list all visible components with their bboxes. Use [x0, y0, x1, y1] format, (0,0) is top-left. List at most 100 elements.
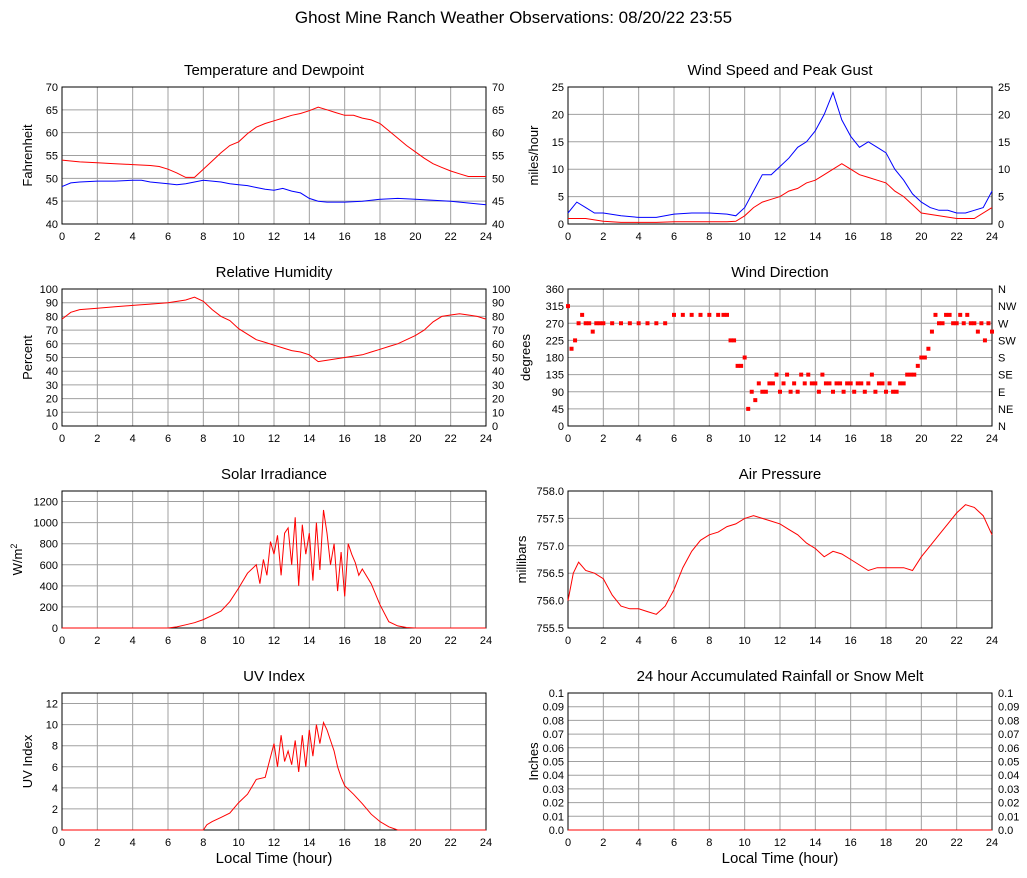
x-tick-label: 22	[445, 231, 457, 243]
x-tick-label: 16	[845, 433, 857, 445]
data-point	[590, 329, 595, 334]
x-tick-label: 20	[409, 837, 421, 849]
y-tick-label: 50	[46, 173, 58, 185]
x-tick-label: 0	[59, 433, 65, 445]
x-tick-label: 12	[268, 837, 280, 849]
y-tick-label: 315	[546, 301, 564, 313]
x-tick-label: 14	[303, 837, 315, 849]
data-point	[742, 355, 747, 360]
series-line-red	[62, 509, 486, 629]
y-tick-label: 0.01	[543, 811, 564, 823]
y-tick-label: 0.07	[543, 729, 564, 741]
x-tick-label: 16	[339, 231, 351, 243]
data-point	[972, 321, 977, 326]
y-tick-label: 100	[40, 284, 58, 296]
y-tick-label: 200	[40, 602, 58, 614]
y-tick-label: 0.1	[549, 688, 564, 700]
x-tick-label: 0	[59, 635, 65, 647]
x-tick-label: 2	[600, 231, 606, 243]
right-tick-label: 0.07	[998, 729, 1019, 741]
data-point	[965, 312, 970, 317]
data-point	[831, 389, 835, 394]
x-tick-label: 18	[880, 433, 892, 445]
data-point	[760, 389, 765, 394]
right-tick-label: 40	[492, 219, 504, 231]
x-tick-label: 16	[845, 837, 857, 849]
data-point	[816, 389, 821, 394]
y-tick-label: 25	[552, 82, 564, 94]
data-point	[823, 381, 828, 386]
x-tick-label: 18	[880, 231, 892, 243]
data-point	[749, 389, 754, 394]
x-tick-label: 22	[951, 433, 963, 445]
x-tick-label: 16	[339, 837, 351, 849]
x-tick-label: 2	[600, 837, 606, 849]
y-tick-label: 4	[52, 783, 58, 795]
y-axis-label: W/m2	[9, 544, 25, 576]
series-line-red	[568, 163, 993, 223]
x-tick-label: 0	[59, 837, 65, 849]
x-tick-label: 20	[915, 837, 927, 849]
x-tick-label: 20	[409, 635, 421, 647]
y-tick-label: 0	[558, 421, 564, 433]
data-point	[735, 363, 740, 368]
plot-frame	[61, 288, 487, 427]
data-point	[767, 381, 772, 386]
right-tick-label: S	[998, 353, 1005, 365]
right-tick-label: W	[998, 318, 1009, 330]
x-tick-label: 24	[986, 635, 998, 647]
right-tick-label: 65	[492, 105, 504, 117]
data-point	[834, 381, 839, 386]
x-tick-label: 6	[165, 433, 171, 445]
y-axis-label: miles/hour	[526, 125, 541, 186]
data-point	[785, 372, 790, 377]
data-point	[876, 381, 881, 386]
right-tick-label: E	[998, 387, 1005, 399]
x-tick-label: 6	[671, 635, 677, 647]
x-tick-label: 22	[951, 837, 963, 849]
x-tick-label: 24	[480, 837, 492, 849]
x-tick-label: 4	[636, 837, 642, 849]
right-tick-label: NE	[998, 404, 1013, 416]
y-tick-label: 225	[546, 335, 564, 347]
right-tick-label: 0.1	[998, 688, 1013, 700]
y-tick-label: 12	[46, 699, 58, 711]
y-tick-label: 0.04	[543, 770, 564, 782]
x-tick-label: 8	[200, 635, 206, 647]
right-tick-label: 0.03	[998, 784, 1019, 796]
x-tick-label: 18	[374, 837, 386, 849]
data-point	[672, 312, 676, 317]
x-tick-label: 14	[809, 433, 821, 445]
x-tick-label: 18	[880, 837, 892, 849]
y-tick-label: 755.5	[536, 623, 564, 635]
right-tick-label: N	[998, 284, 1006, 296]
x-tick-label: 18	[880, 635, 892, 647]
y-tick-label: 757.0	[536, 541, 564, 553]
y-tick-label: 180	[546, 353, 564, 365]
data-point	[944, 312, 949, 317]
data-point	[820, 372, 825, 377]
data-point	[951, 321, 956, 326]
y-tick-label: 0.05	[543, 757, 564, 769]
x-tick-label: 22	[951, 231, 963, 243]
data-point	[795, 389, 800, 394]
x-tick-label: 6	[671, 433, 677, 445]
x-tick-label: 0	[565, 837, 571, 849]
y-axis-label: UV Index	[20, 734, 35, 788]
right-tick-label: 0.06	[998, 743, 1019, 755]
right-tick-label: 50	[492, 173, 504, 185]
x-tick-label: 22	[445, 433, 457, 445]
data-point	[968, 321, 973, 326]
y-tick-label: 90	[46, 298, 58, 310]
data-point	[645, 321, 650, 326]
data-point	[746, 406, 751, 411]
x-tick-label: 4	[636, 635, 642, 647]
data-point	[986, 321, 991, 326]
x-tick-label: 6	[671, 231, 677, 243]
y-tick-label: 1000	[34, 518, 58, 530]
chart-title: Temperature and Dewpoint	[184, 62, 365, 79]
right-tick-label: 40	[492, 366, 504, 378]
y-tick-label: 60	[46, 128, 58, 140]
